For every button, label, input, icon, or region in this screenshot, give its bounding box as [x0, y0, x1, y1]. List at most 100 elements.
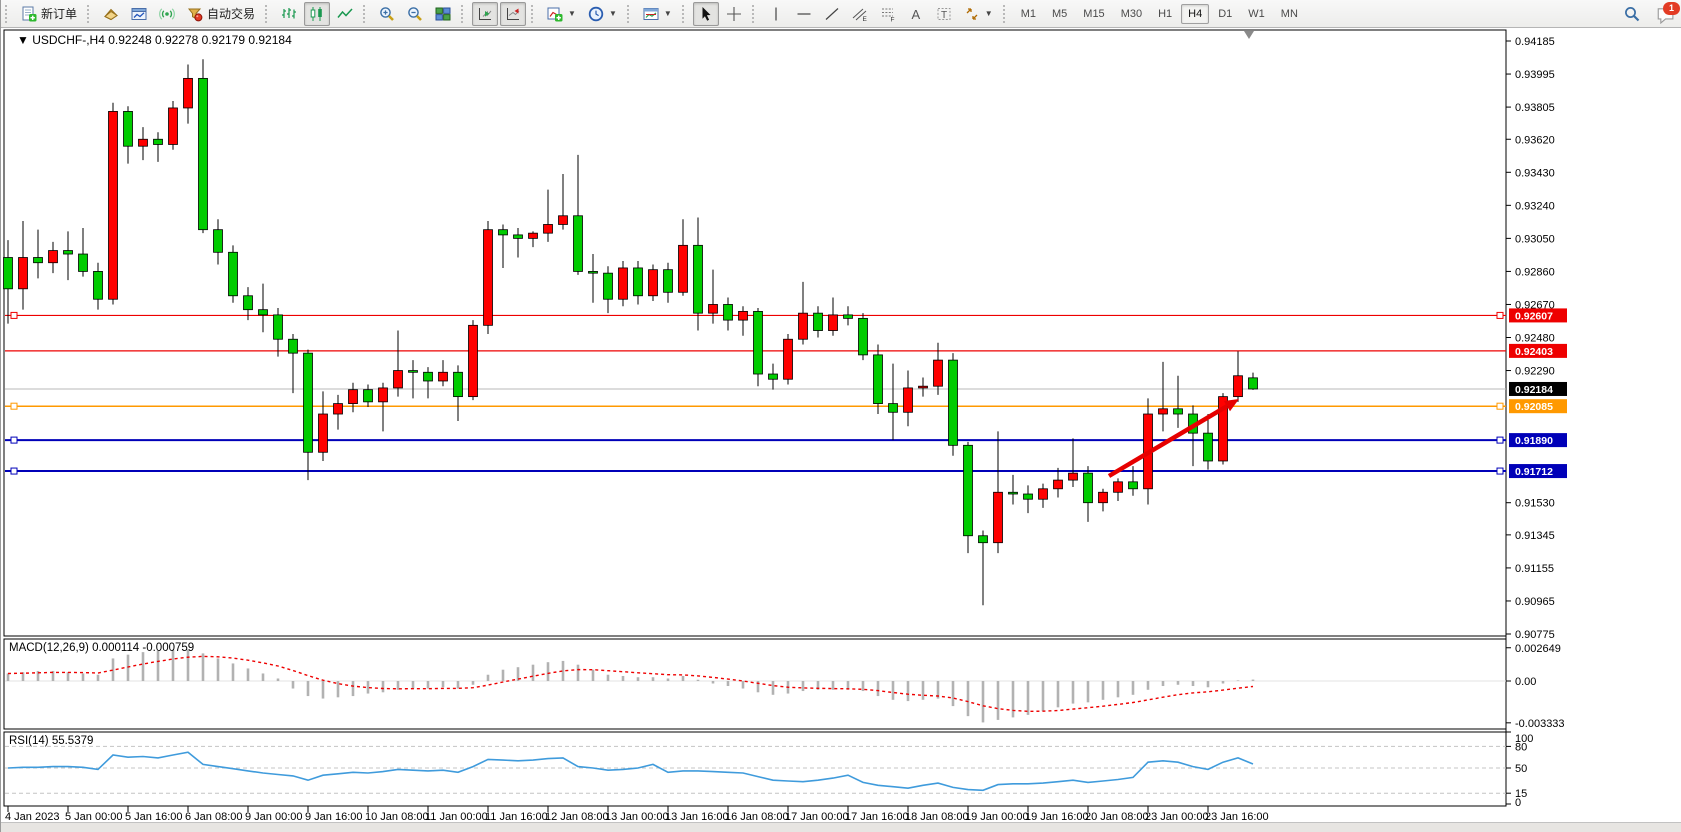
hline-handle[interactable] [10, 467, 18, 475]
templates-button[interactable]: ▼ [638, 2, 677, 26]
text-button[interactable]: A [903, 2, 929, 26]
price-axis[interactable]: 0.94185 0.93995 0.93805 0.93620 0.93430 0.932… [1506, 36, 1567, 809]
vertical-line-button[interactable] [763, 2, 789, 26]
new-chart-button[interactable] [126, 2, 152, 26]
candle-body [813, 312, 823, 331]
candle-body [348, 389, 358, 404]
toolbar-grip[interactable] [265, 4, 272, 23]
toolbar-grip[interactable] [681, 4, 689, 23]
equidistant-channel-icon: E [852, 6, 868, 22]
hline-handle[interactable] [1496, 402, 1504, 410]
macd-layer [5, 649, 1506, 723]
timeframe-M1[interactable]: M1 [1020, 7, 1036, 20]
candle-body [318, 413, 328, 453]
price-axis-label: 0.90775 [1515, 629, 1555, 641]
crosshair-icon [726, 6, 742, 22]
timeframe-M5[interactable]: M5 [1052, 7, 1068, 20]
zoom-in-button[interactable] [374, 2, 400, 26]
periods-button[interactable]: ▼ [583, 2, 622, 26]
arrows-button[interactable]: ▼ [959, 2, 998, 26]
fibonacci-button[interactable]: F [875, 2, 901, 26]
candle-body [33, 257, 43, 264]
hline-handle[interactable] [10, 311, 18, 319]
hline-handle[interactable] [1496, 467, 1504, 475]
text-label-button[interactable]: T [931, 2, 957, 26]
hline-handle[interactable] [10, 402, 18, 410]
candlestick-chart-button[interactable] [304, 1, 331, 26]
chat-button[interactable]: 1 [1656, 1, 1680, 24]
trendline-button[interactable] [819, 2, 845, 26]
toolbar-grip[interactable] [751, 4, 759, 23]
candle-body [603, 272, 613, 300]
zoom-out-icon [407, 6, 423, 22]
tile-windows-button[interactable] [430, 2, 456, 26]
date-axis[interactable]: 4 Jan 2023 5 Jan 00:00 5 Jan 16:00 6 Jan 08… [5, 806, 1269, 823]
toolbar-grip[interactable] [1002, 4, 1010, 23]
candle-body [693, 244, 703, 314]
price-badge [1509, 343, 1567, 358]
toolbar-grip[interactable] [461, 4, 468, 23]
candle-body [48, 250, 58, 264]
toolbar-grip[interactable] [5, 4, 12, 23]
crosshair-button[interactable] [721, 2, 747, 26]
market-watch-icon[interactable] [98, 2, 124, 26]
rsi-axis-label: 0 [1515, 797, 1521, 809]
timeframe-M30[interactable]: M30 [1120, 7, 1143, 20]
timeframe-W1[interactable]: W1 [1248, 7, 1265, 20]
hline-handle[interactable] [1496, 311, 1504, 319]
cursor-button[interactable] [692, 1, 719, 26]
zoom-out-button[interactable] [402, 2, 428, 26]
horizontal-line-button[interactable] [791, 2, 817, 26]
timeframe-H1[interactable]: H1 [1158, 7, 1173, 20]
symbol-collapse-icon[interactable]: ▼ [17, 33, 32, 47]
toolbar-grip[interactable] [363, 4, 370, 23]
chevron-down-icon[interactable]: ▼ [568, 9, 576, 18]
chart-shift-button[interactable] [500, 1, 527, 26]
auto-scroll-button[interactable] [472, 1, 499, 26]
chevron-down-icon[interactable]: ▼ [984, 9, 993, 18]
horizontal-lines-layer[interactable] [5, 311, 1506, 475]
candle-body [438, 371, 448, 382]
toolbar-grip[interactable] [626, 4, 634, 23]
candle-body [1218, 396, 1228, 462]
candle-body [573, 215, 583, 272]
equidistant-channel-button[interactable]: E [847, 2, 873, 26]
candle-body [183, 77, 193, 109]
chart-svg[interactable]: 0.94185 0.93995 0.93805 0.93620 0.93430 0.932… [1, 28, 1681, 824]
hline-handle[interactable] [1496, 436, 1504, 444]
bar-chart-button[interactable] [276, 2, 302, 26]
line-chart-button[interactable] [332, 2, 358, 26]
candle-body [978, 535, 988, 544]
arrows-icon [964, 6, 980, 22]
toolbar-grip[interactable] [87, 4, 94, 23]
autotrading-button[interactable]: 自动交易 [182, 2, 260, 26]
autotrading-button-label: 自动交易 [207, 7, 256, 21]
candle-body [1158, 408, 1168, 415]
trend-arrow-head[interactable] [1223, 399, 1239, 412]
chevron-down-icon[interactable]: ▼ [608, 9, 617, 18]
chevron-down-icon[interactable]: ▼ [663, 9, 672, 18]
price-axis-label: 0.92860 [1515, 266, 1555, 278]
timeframe-MN[interactable]: MN [1280, 7, 1298, 20]
toolbar-grip[interactable] [531, 4, 538, 23]
new-order-button[interactable]: 新订单 [16, 2, 82, 26]
candle-body [423, 371, 433, 382]
indicators-button[interactable]: ▼ [542, 2, 581, 26]
trend-arrow[interactable] [1107, 399, 1239, 478]
chart-area[interactable]: 0.94185 0.93995 0.93805 0.93620 0.93430 0.932… [1, 28, 1681, 824]
market-watch-icon-icon [103, 6, 119, 22]
date-axis-label: 12 Jan 08:00 [545, 811, 609, 823]
chart-shift-marker-icon[interactable] [1244, 31, 1254, 39]
hline-handle[interactable] [10, 436, 18, 444]
candle-body [303, 352, 313, 453]
timeframe-M15[interactable]: M15 [1083, 7, 1105, 20]
signals-icon[interactable] [154, 2, 180, 26]
trend-arrow-line[interactable] [1107, 404, 1229, 478]
date-axis-label: 13 Jan 00:00 [605, 811, 669, 823]
search-button[interactable] [1619, 2, 1645, 26]
candle-body [1038, 488, 1048, 500]
timeframe-H4[interactable]: H4 [1181, 3, 1210, 24]
new-order-icon [21, 6, 37, 22]
indicators-icon [547, 6, 563, 22]
timeframe-D1[interactable]: D1 [1218, 7, 1233, 20]
